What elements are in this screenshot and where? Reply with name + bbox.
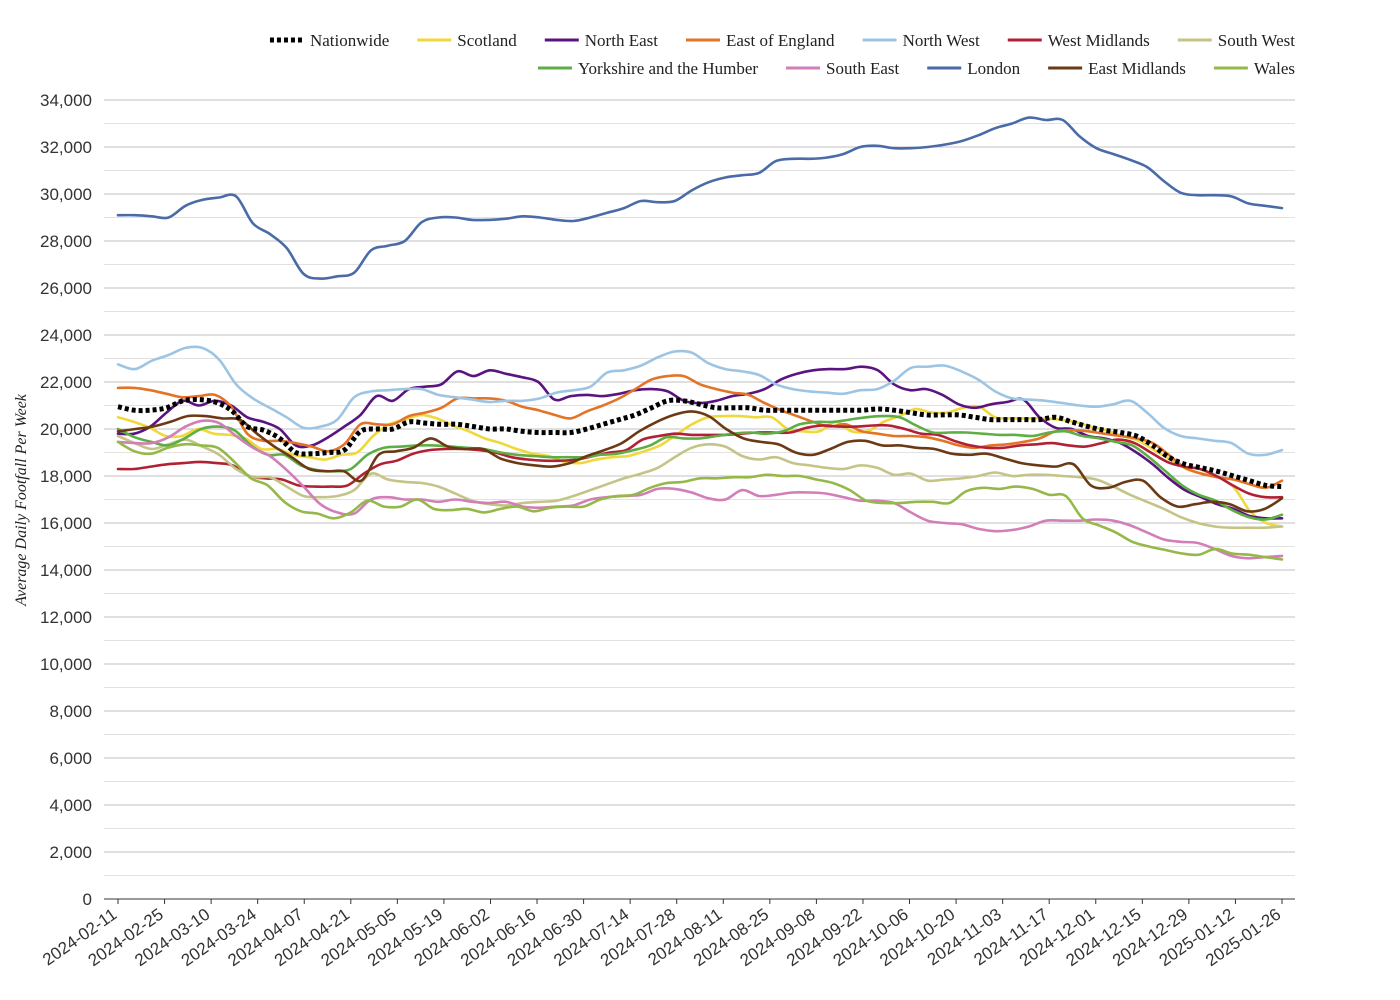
legend-label: North East	[585, 31, 658, 50]
y-tick-label: 0	[83, 890, 92, 909]
legend-label: Wales	[1254, 59, 1295, 78]
x-axis: 2024-02-112024-02-252024-03-102024-03-24…	[39, 899, 1284, 970]
legend: Nationwide Scotland North East East of Engl…	[269, 31, 1295, 78]
series-lines	[116, 116, 1284, 561]
y-tick-label: 32,000	[40, 138, 92, 157]
y-tick-label: 10,000	[40, 655, 92, 674]
legend-label: Scotland	[457, 31, 517, 50]
legend-label: South East	[826, 59, 899, 78]
legend-label: West Midlands	[1048, 31, 1150, 50]
y-tick-label: 16,000	[40, 514, 92, 533]
y-tick-label: 20,000	[40, 420, 92, 439]
legend-label: Nationwide	[310, 31, 389, 50]
y-tick-label: 34,000	[40, 91, 92, 110]
y-tick-label: 2,000	[49, 843, 92, 862]
series-line-south-east	[116, 419, 1284, 560]
series-line-nationwide	[117, 397, 1283, 490]
series-line-east-of-england	[116, 374, 1284, 490]
y-tick-label: 14,000	[40, 561, 92, 580]
y-tick-label: 6,000	[49, 749, 92, 768]
legend-label: Yorkshire and the Humber	[578, 59, 758, 78]
legend-label: North West	[903, 31, 980, 50]
y-tick-label: 22,000	[40, 373, 92, 392]
y-tick-label: 26,000	[40, 279, 92, 298]
y-tick-label: 24,000	[40, 326, 92, 345]
y-tick-label: 4,000	[49, 796, 92, 815]
y-tick-label: 18,000	[40, 467, 92, 486]
y-tick-label: 12,000	[40, 608, 92, 627]
y-tick-label: 30,000	[40, 185, 92, 204]
legend-label: East of England	[726, 31, 835, 50]
legend-label: South West	[1218, 31, 1295, 50]
legend-label: East Midlands	[1088, 59, 1186, 78]
y-tick-label: 8,000	[49, 702, 92, 721]
gridlines	[104, 99, 1295, 900]
series-line-london	[116, 116, 1284, 280]
series-line-east-midlands	[116, 410, 1284, 513]
series-line-north-west	[116, 345, 1284, 457]
series-line-wales	[116, 440, 1284, 561]
y-axis: 0 2,000 4,000 6,000 8,000 10,000 12,000 14,000 1…	[40, 91, 92, 909]
legend-label: London	[967, 59, 1020, 78]
series-line-west-midlands	[116, 423, 1284, 499]
y-tick-label: 28,000	[40, 232, 92, 251]
y-axis-label: Average Daily Footfall Per Week	[13, 393, 30, 607]
